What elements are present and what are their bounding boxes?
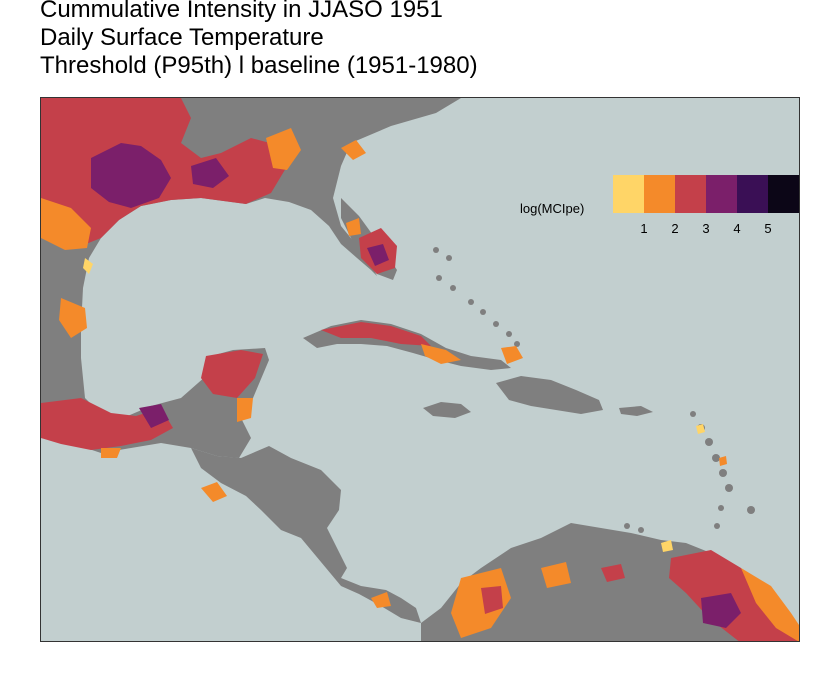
legend-tick-3: 3 — [702, 221, 710, 236]
legend-color-keys — [613, 175, 799, 213]
title-line-3: Threshold (P95th) l baseline (1951-1980) — [40, 52, 478, 79]
map-title: Cummulative Intensity in JJASO 1951 Dail… — [40, 0, 478, 80]
legend-key-0 — [613, 175, 644, 213]
intensity-patch-venezuela — [669, 550, 799, 641]
intensity-patch-texas-core — [91, 143, 171, 208]
intensity-patch-cuba — [321, 322, 431, 346]
land-central-america — [191, 446, 421, 623]
intensity-patch-mexico-south — [41, 398, 173, 450]
intensity-layer — [41, 98, 799, 641]
intensity-patch-venezuela-core — [701, 593, 741, 628]
land-jamaica — [423, 402, 471, 418]
title-line-1: Cummulative Intensity in JJASO 1951 — [40, 0, 443, 23]
title-line-2: Daily Surface Temperature — [40, 24, 324, 51]
legend-title: log(MCIpe) — [520, 201, 585, 216]
legend-key-4 — [737, 175, 768, 213]
land-puerto-rico — [619, 406, 653, 416]
legend-tick-1: 1 — [640, 221, 648, 236]
legend-tick-2: 2 — [671, 221, 679, 236]
legend-tick-4: 4 — [733, 221, 741, 236]
land-hispaniola — [496, 376, 603, 414]
legend-key-5 — [768, 175, 799, 213]
map-svg — [41, 98, 799, 641]
legend-key-2 — [675, 175, 706, 213]
legend-tick-5: 5 — [764, 221, 772, 236]
intensity-patch-yucatan — [201, 350, 263, 398]
legend-key-3 — [706, 175, 737, 213]
legend-ticks: 1 2 3 4 5 — [613, 221, 799, 237]
legend-key-1 — [644, 175, 675, 213]
intensity-patch-colombia — [451, 568, 511, 638]
